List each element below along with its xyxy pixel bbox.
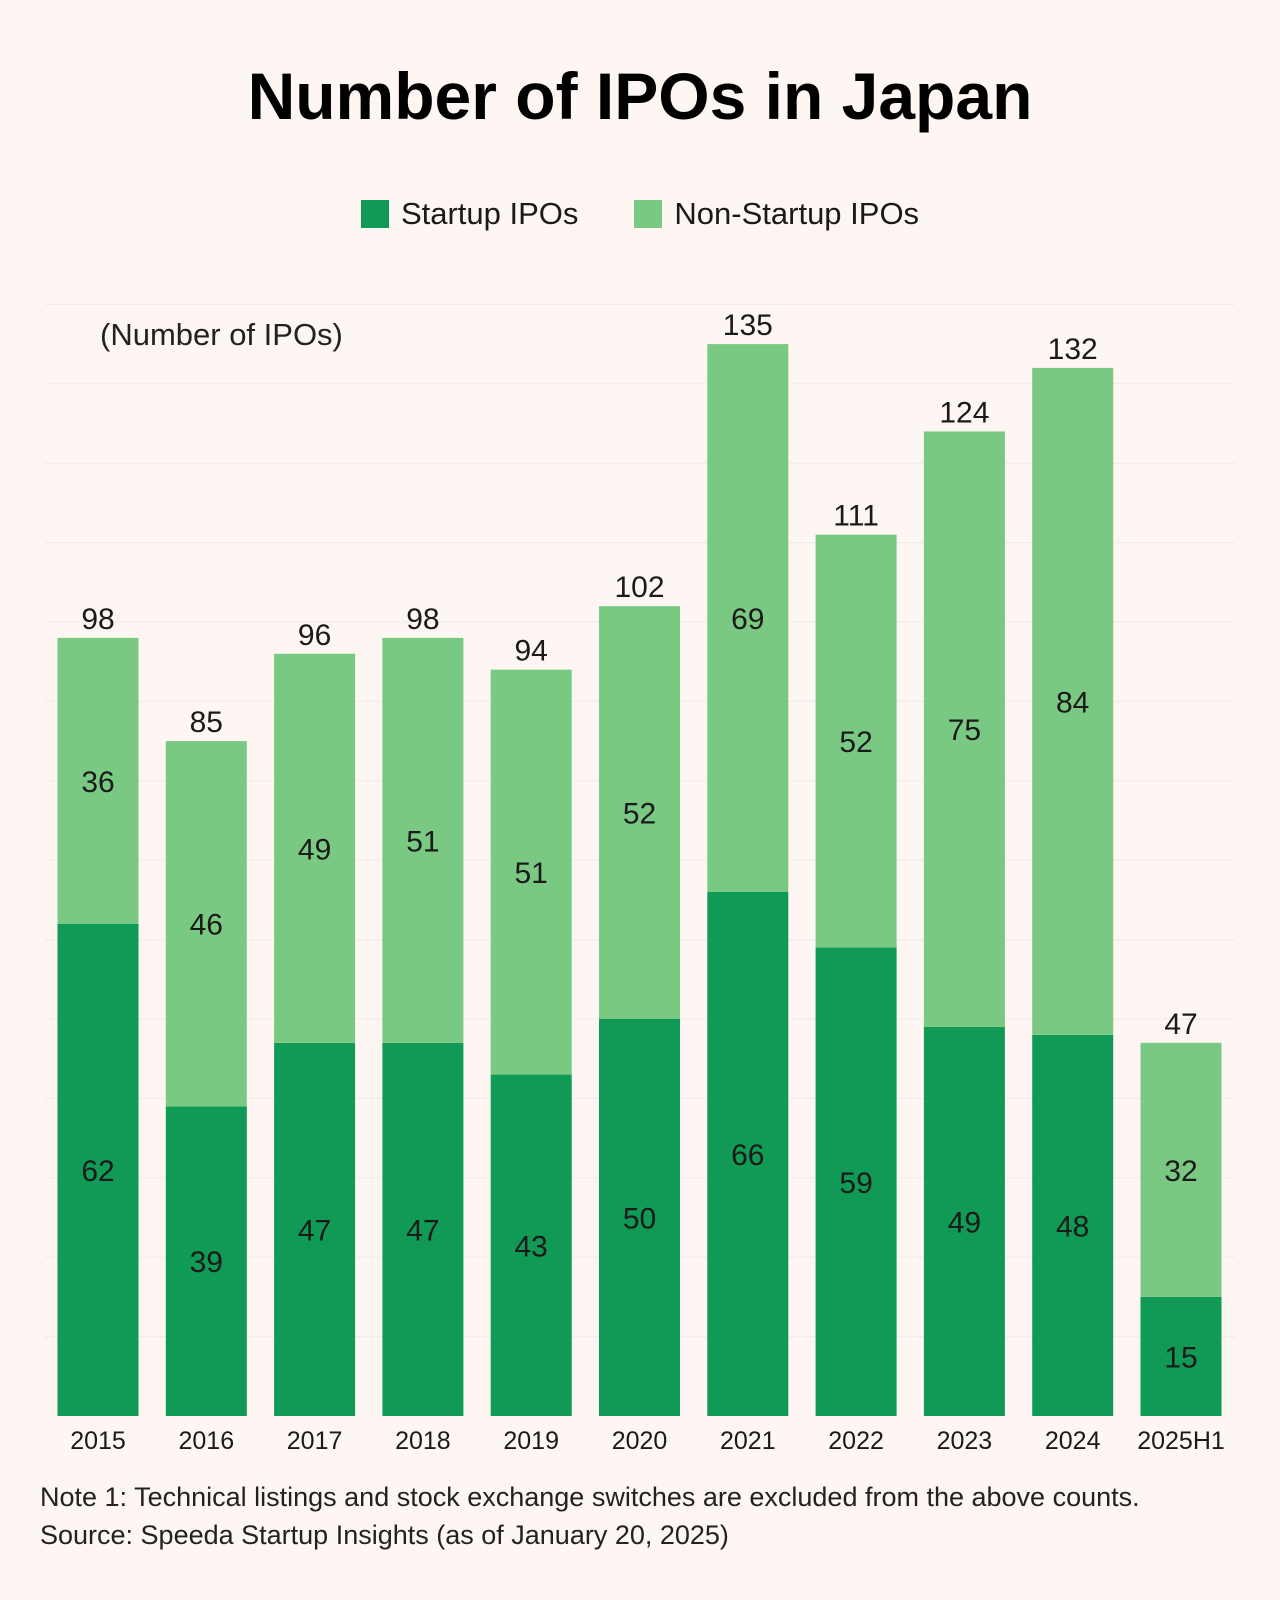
total-label: 98 <box>406 603 439 636</box>
data-label-startup: 43 <box>515 1230 548 1263</box>
x-tick-label: 2021 <box>720 1427 776 1455</box>
bar-startup <box>382 1042 464 1416</box>
data-label-non-startup: 51 <box>515 857 548 890</box>
data-label-startup: 47 <box>298 1214 331 1247</box>
data-label-startup: 59 <box>839 1167 872 1200</box>
data-label-non-startup: 51 <box>406 825 439 858</box>
data-label-non-startup: 32 <box>1164 1155 1197 1188</box>
legend: Startup IPOs Non-Startup IPOs <box>0 196 1280 232</box>
total-label: 135 <box>723 309 773 342</box>
bar-startup <box>599 1019 680 1416</box>
data-label-non-startup: 46 <box>190 909 223 942</box>
total-label: 111 <box>833 500 879 533</box>
legend-swatch-non-startup <box>634 200 663 228</box>
bar-non-startup <box>57 637 139 924</box>
source-note: Source: Speeda Startup Insights (as of J… <box>40 1520 729 1550</box>
y-axis-label: (Number of IPOs) <box>100 317 343 352</box>
total-label: 124 <box>939 396 989 429</box>
legend-item-startup: Startup IPOs <box>360 196 579 232</box>
data-label-non-startup: 52 <box>839 726 872 759</box>
x-tick-label: 2022 <box>828 1427 884 1455</box>
legend-item-non-startup: Non-Startup IPOs <box>634 196 919 232</box>
data-label-non-startup: 52 <box>623 798 656 831</box>
bar-startup <box>815 947 897 1416</box>
bar-non-startup <box>274 653 356 1043</box>
total-label: 94 <box>515 635 548 668</box>
bar-chart: (Number of IPOs) 62 36 98 2015 39 46 85 2016 47 49… <box>45 303 1235 1455</box>
bar-non-startup <box>490 669 572 1075</box>
data-label-non-startup: 49 <box>298 833 331 866</box>
bar-startup <box>707 891 789 1416</box>
bar-startup <box>1032 1034 1114 1416</box>
bar-non-startup <box>1032 367 1114 1035</box>
data-label-startup: 49 <box>948 1206 981 1239</box>
x-tick-label: 2023 <box>937 1427 993 1455</box>
total-label: 132 <box>1048 333 1098 366</box>
x-tick-label: 2018 <box>395 1427 451 1455</box>
bar-startup <box>57 923 139 1416</box>
notes: Note 1: Technical listings and stock exc… <box>40 1478 1140 1554</box>
total-label: 85 <box>190 706 223 739</box>
x-tick-label: 2024 <box>1045 1427 1101 1455</box>
bar-non-startup <box>1140 1042 1222 1297</box>
bar-startup <box>490 1074 572 1416</box>
bar-startup <box>1140 1296 1222 1416</box>
x-tick-label: 2017 <box>287 1427 343 1455</box>
x-tick-label: 2015 <box>70 1427 126 1455</box>
bar-startup <box>923 1026 1005 1416</box>
data-label-non-startup: 69 <box>731 603 764 636</box>
bar-non-startup <box>599 606 680 1019</box>
bar-non-startup <box>815 534 897 948</box>
bar-non-startup <box>382 637 464 1043</box>
chart-title: Number of IPOs in Japan <box>247 59 1033 133</box>
total-label: 47 <box>1164 1008 1197 1041</box>
total-label: 96 <box>298 619 331 652</box>
x-tick-label: 2019 <box>503 1427 559 1455</box>
data-label-startup: 62 <box>81 1155 114 1188</box>
bar-startup <box>274 1042 356 1416</box>
data-label-non-startup: 84 <box>1056 686 1089 719</box>
data-label-non-startup: 75 <box>948 714 981 747</box>
data-label-startup: 50 <box>623 1203 656 1236</box>
legend-swatch-startup <box>360 200 389 228</box>
data-label-startup: 39 <box>190 1246 223 1279</box>
total-label: 102 <box>614 571 664 604</box>
bar-non-startup <box>923 431 1005 1027</box>
bar-startup <box>165 1106 247 1416</box>
total-label: 98 <box>81 603 114 636</box>
x-tick-label: 2016 <box>178 1427 234 1455</box>
legend-label-startup: Startup IPOs <box>400 196 579 231</box>
data-label-non-startup: 36 <box>81 766 114 799</box>
bar-non-startup <box>165 741 247 1107</box>
x-tick-label: 2020 <box>612 1427 668 1455</box>
legend-label-non-startup: Non-Startup IPOs <box>674 196 920 231</box>
data-label-startup: 15 <box>1164 1341 1197 1374</box>
bar-non-startup <box>707 344 789 892</box>
note-1: Note 1: Technical listings and stock exc… <box>40 1482 1140 1512</box>
data-label-startup: 48 <box>1056 1210 1089 1243</box>
data-label-startup: 47 <box>406 1214 439 1247</box>
x-tick-label: 2025H1 <box>1137 1427 1225 1455</box>
data-label-startup: 66 <box>731 1139 764 1172</box>
